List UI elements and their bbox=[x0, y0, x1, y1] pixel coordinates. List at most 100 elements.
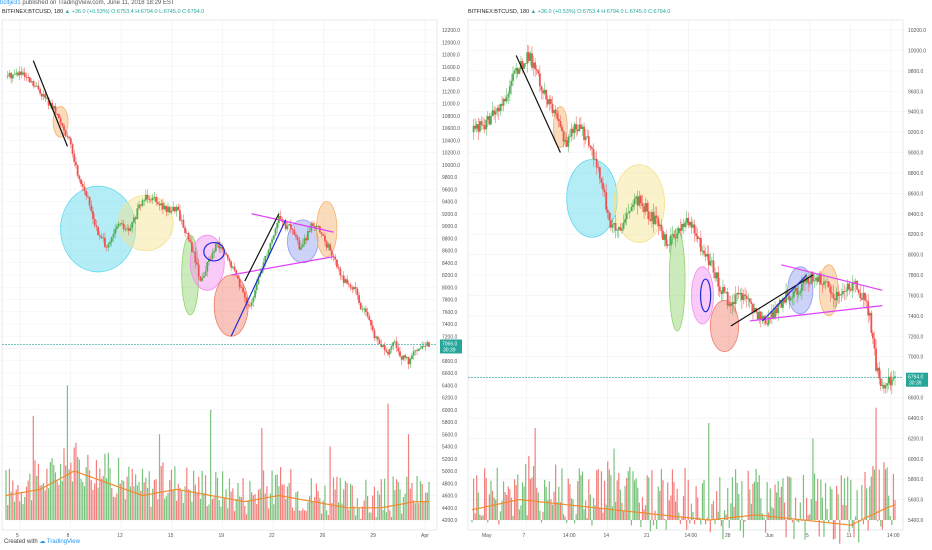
right-candle-body bbox=[641, 203, 644, 207]
left-volume-bar bbox=[336, 476, 338, 520]
right-candle-body bbox=[722, 287, 724, 294]
right-candle-body bbox=[666, 244, 669, 246]
left-volume-bar bbox=[170, 469, 173, 520]
right-candle-body bbox=[843, 291, 846, 292]
right-candle-body bbox=[761, 316, 764, 321]
left-candle-body bbox=[209, 258, 212, 260]
right-candle-body bbox=[550, 99, 552, 104]
left-candle-body bbox=[10, 72, 13, 79]
right-volume-bar bbox=[637, 487, 639, 520]
left-volume-bar bbox=[363, 500, 365, 520]
right-candle-body bbox=[532, 62, 535, 68]
right-volume-bar bbox=[878, 469, 880, 520]
right-price-tick: 5400.0 bbox=[908, 518, 924, 524]
left-volume-bar bbox=[193, 470, 195, 520]
left-candle-body bbox=[376, 336, 379, 340]
right-volume-bar bbox=[577, 481, 579, 520]
left-candle-body bbox=[138, 204, 140, 209]
right-time-tick: 7 bbox=[523, 533, 526, 539]
left-volume-bar bbox=[22, 504, 24, 520]
left-candle-body bbox=[165, 205, 168, 212]
right-candle-body bbox=[819, 273, 822, 285]
right-volume-bar bbox=[700, 520, 702, 525]
left-candle-body bbox=[27, 76, 30, 78]
left-candle-body bbox=[76, 165, 79, 176]
right-volume-bar bbox=[534, 428, 536, 520]
left-candle-body bbox=[402, 355, 405, 360]
right-candle-body bbox=[598, 167, 601, 179]
left-volume-bar bbox=[155, 479, 157, 520]
left-candle-body bbox=[339, 268, 342, 276]
right-candle-body bbox=[614, 223, 617, 231]
right-volume-bar bbox=[873, 469, 876, 520]
left-candle-body bbox=[73, 153, 76, 162]
right-candle-body bbox=[875, 348, 877, 371]
right-volume-bar bbox=[862, 520, 865, 525]
left-candle-body bbox=[150, 199, 152, 201]
left-candle-body bbox=[237, 275, 239, 279]
right-volume-bar bbox=[502, 481, 505, 520]
left-candle-body bbox=[242, 287, 244, 293]
right-volume-bar bbox=[709, 520, 711, 533]
left-volume-bar bbox=[97, 487, 99, 520]
right-price-tick: 10000.0 bbox=[908, 48, 926, 54]
left-candle-body bbox=[109, 242, 111, 245]
right-volume-bar bbox=[562, 514, 565, 520]
right-candle-body bbox=[767, 317, 770, 325]
left-volume-bar bbox=[326, 510, 328, 520]
author-link[interactable]: bcltje31 bbox=[0, 0, 21, 6]
right-volume-bar bbox=[518, 509, 520, 520]
left-volume-bar bbox=[407, 434, 410, 520]
tradingview-brand[interactable]: TradingView bbox=[46, 539, 80, 545]
left-volume-bar bbox=[208, 504, 210, 520]
right-volume-bar bbox=[758, 475, 760, 520]
left-volume-bar bbox=[276, 474, 278, 520]
left-trend-line bbox=[32, 60, 68, 147]
left-volume-bar bbox=[244, 506, 246, 520]
left-price-tick: 4200.0 bbox=[442, 518, 458, 524]
left-volume-bar bbox=[140, 491, 142, 520]
right-volume-bar bbox=[802, 474, 805, 520]
right-candle-body bbox=[734, 294, 737, 305]
left-candle-body bbox=[112, 233, 115, 238]
right-volume-bar bbox=[730, 503, 732, 520]
right-candle-body bbox=[518, 69, 521, 74]
right-volume-bar bbox=[588, 479, 590, 520]
right-candle-body bbox=[535, 69, 538, 71]
right-candle-body bbox=[786, 291, 789, 297]
left-volume-bar bbox=[273, 504, 275, 520]
left-volume-bar bbox=[370, 512, 372, 520]
left-candle-body bbox=[51, 102, 53, 109]
right-volume-bar bbox=[886, 467, 888, 520]
right-candle-body bbox=[723, 287, 726, 293]
chart-header: bcltje31 published on TradingView.com, J… bbox=[0, 0, 932, 10]
right-volume-bar bbox=[561, 468, 563, 520]
right-candle-body bbox=[589, 145, 592, 148]
left-time-tick: 15 bbox=[168, 533, 174, 539]
right-volume-bar bbox=[828, 520, 830, 522]
left-volume-bar bbox=[264, 493, 266, 520]
right-volume-bar bbox=[629, 466, 631, 520]
right-candle-body bbox=[508, 85, 511, 94]
left-candle-body bbox=[202, 275, 205, 278]
left-symbol[interactable]: BITFINEX:BTCUSD, 180 bbox=[2, 9, 64, 15]
left-volume-bar bbox=[174, 466, 176, 520]
right-candle-body bbox=[475, 124, 478, 129]
right-volume-bar bbox=[585, 500, 587, 520]
left-volume-bar bbox=[112, 496, 115, 520]
left-volume-bar bbox=[343, 489, 345, 520]
left-candle-body bbox=[141, 200, 144, 206]
right-volume-bar bbox=[532, 466, 535, 520]
right-volume-bar bbox=[771, 506, 773, 520]
left-volume-bar bbox=[24, 496, 26, 520]
right-candle-body bbox=[597, 167, 600, 169]
right-price-tick: 7600.0 bbox=[908, 293, 924, 299]
left-volume-bar bbox=[19, 501, 21, 520]
right-symbol[interactable]: BITFINEX:BTCUSD, 180 bbox=[468, 9, 530, 15]
left-time-tick: 29 bbox=[370, 533, 376, 539]
left-volume-bar bbox=[182, 503, 184, 520]
left-volume-bar bbox=[240, 497, 242, 520]
left-volume-bar bbox=[63, 448, 65, 520]
right-volume-bar bbox=[640, 520, 642, 528]
